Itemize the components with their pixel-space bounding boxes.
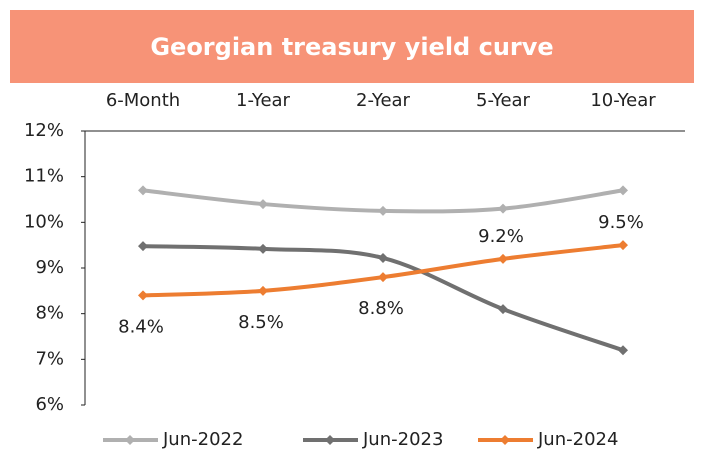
point [258,243,268,254]
legend-label: Jun-2023 [362,429,443,450]
y-tick-label: 9% [35,257,64,278]
point [378,272,388,283]
y-tick-label: 10% [24,211,64,232]
chart-title: Georgian treasury yield curve [150,33,553,61]
legend-marker [325,435,335,445]
x-tick-label: 2-Year [356,90,411,111]
point [378,252,388,263]
data-label: 9.5% [598,212,644,233]
point [258,285,268,296]
series-line [142,243,624,298]
data-label: 8.5% [238,312,284,333]
legend-label: Jun-2022 [162,429,243,450]
data-label: 8.4% [118,316,164,337]
y-tick-label: 12% [24,120,64,141]
legend-marker [500,435,510,445]
point [618,240,628,251]
y-tick-label: 11% [24,166,64,187]
y-tick-label: 8% [35,303,64,324]
x-tick-label: 5-Year [476,90,531,111]
legend-marker [125,435,135,445]
point [138,185,148,196]
title-band [10,10,694,83]
point [498,304,508,315]
point [138,290,148,301]
y-tick-label: 7% [35,348,64,369]
legend-label: Jun-2024 [537,429,618,450]
data-label: 9.2% [478,226,524,247]
x-tick-label: 1-Year [236,90,291,111]
point [258,199,268,210]
point [498,253,508,264]
x-tick-label: 6-Month [106,90,180,111]
point [618,345,628,356]
y-tick-label: 6% [35,394,64,415]
point [138,241,148,252]
point [498,203,508,214]
point [378,205,388,216]
x-tick-label: 10-Year [590,90,656,111]
point [618,185,628,196]
data-label: 8.8% [358,298,404,319]
